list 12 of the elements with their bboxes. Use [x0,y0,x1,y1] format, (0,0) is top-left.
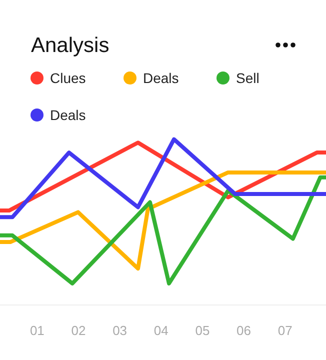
legend-label: Clues [50,70,86,86]
legend-label: Deals [50,107,86,123]
x-tick-label: 06 [236,323,252,338]
legend-label: Deals [143,70,179,86]
chart-title: Analysis [31,34,110,57]
x-tick-label: 04 [154,323,168,338]
legend-label: Sell [236,70,260,86]
x-tick-label: 05 [195,323,210,338]
x-tick-label: 02 [71,323,86,338]
x-tick-label: 03 [112,323,128,338]
x-tick-label: 01 [30,323,44,338]
x-tick-label: 07 [278,323,292,338]
